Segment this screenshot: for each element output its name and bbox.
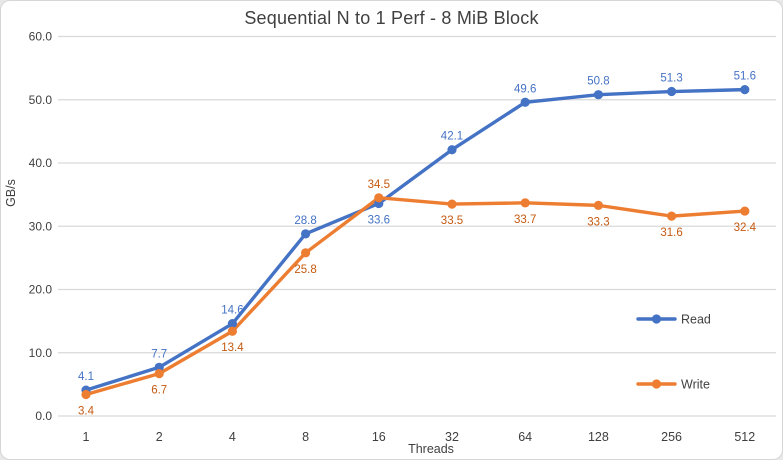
data-label-read: 14.6 (221, 305, 243, 317)
legend-marker-icon (651, 379, 662, 389)
data-label-write: 31.6 (660, 227, 682, 239)
y-axis-tick: 30.0 (29, 219, 53, 233)
data-point-write[interactable] (154, 369, 164, 379)
data-point-read[interactable] (154, 362, 164, 372)
data-label-write: 25.8 (294, 264, 316, 276)
y-axis-tick: 40.0 (29, 156, 53, 170)
data-point-write[interactable] (520, 198, 530, 208)
x-axis-tick: 1 (83, 430, 90, 444)
chart-title: Sequential N to 1 Perf - 8 MiB Block (244, 8, 539, 28)
y-axis-tick: 10.0 (29, 346, 53, 360)
x-axis-tick: 8 (302, 430, 309, 444)
data-label-write: 32.4 (734, 222, 757, 234)
x-axis-tick: 4 (229, 430, 236, 444)
series-write-line[interactable] (84, 196, 747, 397)
data-point-write[interactable] (447, 199, 457, 209)
data-label-write: 33.5 (441, 215, 463, 227)
data-label-write: 6.7 (151, 385, 167, 397)
data-point-read[interactable] (520, 97, 530, 107)
data-label-read: 42.1 (441, 131, 463, 143)
x-axis-tick: 256 (661, 430, 682, 444)
legend-item-write[interactable]: Write (636, 378, 710, 392)
data-point-read[interactable] (593, 90, 604, 100)
y-axis-tick: 50.0 (29, 93, 53, 107)
data-point-write[interactable] (301, 248, 311, 258)
data-point-read[interactable] (740, 85, 750, 95)
series-read-line[interactable] (84, 87, 747, 392)
data-point-write[interactable] (667, 211, 677, 221)
data-label-write: 3.4 (78, 405, 95, 417)
data-label-write: 13.4 (221, 342, 244, 354)
y-axis-tick: 0.0 (35, 409, 52, 423)
y-axis-title: GB/s (4, 179, 18, 207)
data-label-read: 51.3 (660, 73, 682, 85)
x-axis-tick: 128 (588, 430, 609, 444)
data-point-read[interactable] (447, 145, 457, 155)
data-point-write[interactable] (374, 193, 384, 203)
x-axis-tick: 512 (734, 430, 755, 444)
data-label-read: 4.1 (78, 371, 94, 383)
legend-item-read[interactable]: Read (636, 313, 711, 327)
data-label-read: 51.6 (734, 71, 756, 83)
data-label-read: 50.8 (587, 76, 609, 88)
data-point-write[interactable] (227, 326, 237, 336)
legend-label: Write (681, 378, 710, 392)
data-point-write[interactable] (593, 200, 604, 210)
y-axis-tick: 20.0 (29, 283, 53, 297)
data-label-read: 33.6 (368, 214, 390, 226)
data-point-read[interactable] (301, 229, 311, 239)
data-label-write: 33.3 (587, 216, 609, 228)
data-label-read: 7.7 (151, 348, 167, 360)
x-axis-tick: 32 (445, 430, 459, 444)
data-label-write: 34.5 (368, 179, 390, 191)
data-label-write: 33.7 (514, 214, 536, 226)
x-axis-title: Threads (408, 442, 454, 456)
x-axis-tick: 2 (156, 430, 163, 444)
y-axis-tick: 60.0 (29, 30, 53, 44)
data-label-read: 49.6 (514, 83, 536, 95)
legend-marker-icon (651, 314, 662, 324)
data-point-read[interactable] (227, 319, 237, 329)
x-axis-tick: 16 (372, 430, 386, 444)
legend-label: Read (681, 313, 711, 327)
x-axis-tick: 64 (518, 430, 532, 444)
data-point-write[interactable] (81, 389, 91, 400)
data-label-read: 28.8 (294, 215, 316, 227)
data-point-read[interactable] (667, 86, 677, 97)
data-point-write[interactable] (740, 206, 750, 216)
